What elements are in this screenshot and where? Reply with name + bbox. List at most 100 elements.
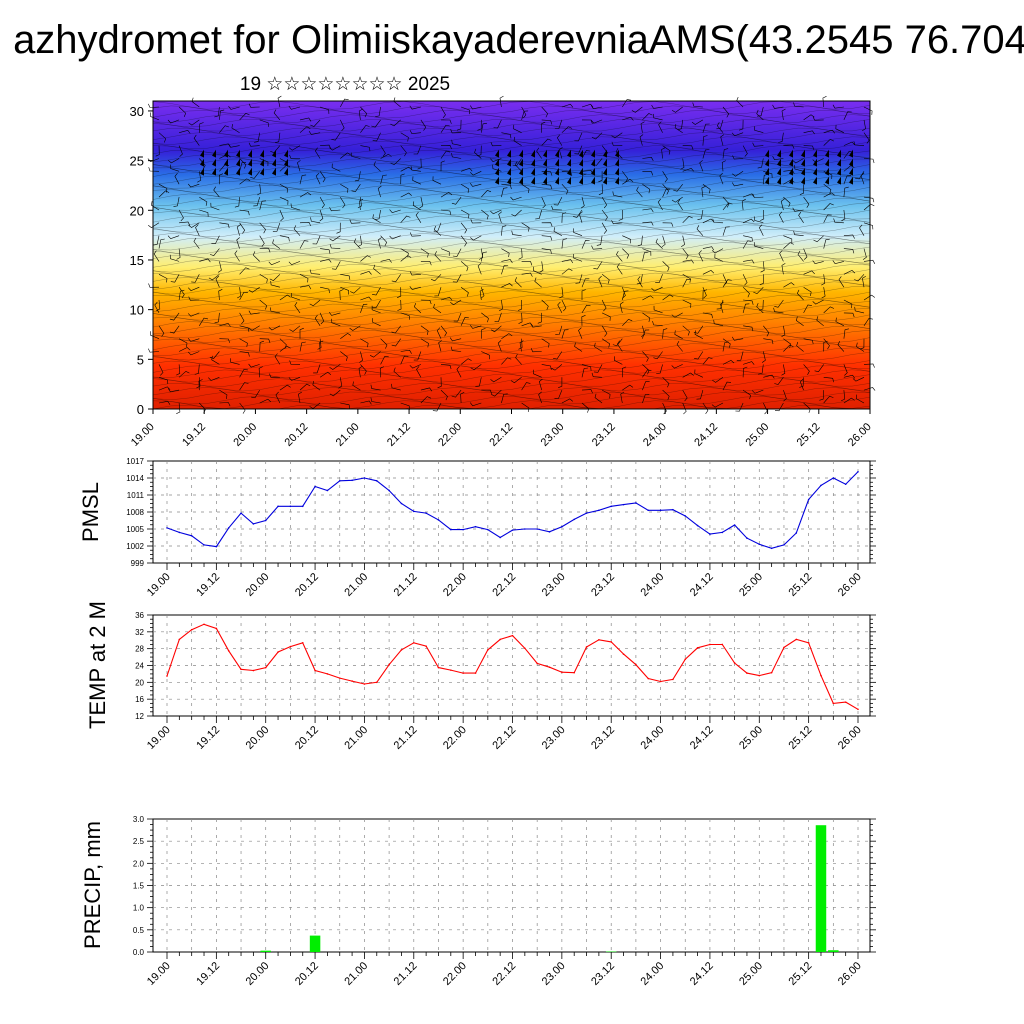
y-tick-label: 1008 — [126, 508, 144, 517]
wind-barb — [412, 201, 422, 211]
wind-barb — [682, 372, 694, 378]
wind-barb — [450, 299, 462, 306]
wind-barb — [572, 209, 583, 218]
contour-line — [152, 259, 871, 268]
wind-barb — [358, 366, 363, 378]
wind-barb — [259, 274, 268, 283]
data-point — [758, 543, 761, 546]
data-point — [832, 702, 835, 705]
x-tick-label: 24.12 — [688, 571, 716, 599]
wind-barb — [239, 267, 250, 275]
wind-barb — [298, 391, 302, 404]
wind-barb — [169, 312, 180, 321]
data-point — [326, 489, 329, 492]
wind-barb — [449, 337, 462, 342]
wind-barb — [299, 327, 304, 339]
wind-barb — [194, 364, 200, 375]
contour-line — [152, 219, 871, 229]
wind-barb — [601, 222, 607, 234]
wind-barb — [451, 139, 462, 146]
wind-barb — [187, 312, 200, 317]
wind-barb — [450, 346, 462, 352]
wind-pennant — [519, 149, 523, 158]
wind-pennant — [531, 176, 535, 185]
wind-barb — [736, 351, 744, 361]
wind-barb — [314, 147, 321, 159]
contour-line — [152, 193, 871, 202]
wind-barb — [214, 106, 220, 118]
wind-barb — [803, 338, 814, 345]
pmsl-panel: 999 1002 1005 1008 1011 1014 1017 19.00 19.12 20.… — [78, 457, 876, 599]
data-point — [709, 643, 711, 646]
wind-barb — [320, 106, 330, 114]
wind-barb — [774, 377, 784, 385]
data-point — [770, 671, 773, 674]
data-point — [166, 527, 168, 529]
wind-barb — [413, 302, 422, 314]
wind-barb — [329, 207, 341, 212]
contour-line — [152, 184, 871, 194]
wind-pennant — [813, 176, 817, 185]
contour-line — [152, 374, 871, 383]
wind-pennant — [212, 149, 216, 158]
wind-barb — [460, 106, 470, 115]
wind-barb — [277, 95, 282, 108]
wind-barb — [515, 161, 522, 172]
data-point — [622, 503, 625, 506]
wind-barb — [469, 402, 482, 407]
wind-barb — [279, 196, 289, 205]
wind-barb — [622, 99, 632, 108]
wind-barb — [199, 258, 211, 263]
wind-barb — [692, 102, 703, 108]
contour-line — [152, 176, 871, 185]
wind-barb — [477, 119, 482, 131]
data-point — [820, 674, 822, 677]
wind-barb — [823, 238, 830, 249]
wind-barb — [530, 323, 542, 328]
wind-barb — [702, 357, 713, 365]
wind-pennant — [495, 149, 499, 158]
wind-barb — [681, 235, 685, 247]
wind-barb — [299, 174, 307, 185]
wind-barb — [662, 188, 671, 198]
wind-barb — [259, 248, 271, 253]
wind-barb — [420, 338, 429, 348]
wind-barb — [511, 230, 522, 236]
wind-pennant — [200, 158, 204, 167]
wind-barb — [601, 209, 608, 221]
wind-barb — [434, 251, 442, 262]
wind-barb — [779, 250, 784, 262]
wind-barb — [357, 235, 362, 247]
wind-barb — [636, 274, 643, 285]
wind-pennant — [543, 167, 547, 176]
contour-line — [152, 378, 871, 387]
x-tick-label: 21.12 — [392, 960, 420, 988]
wind-barb — [716, 119, 724, 130]
wind-barb — [561, 183, 569, 195]
data-point — [227, 649, 230, 652]
wind-barb — [150, 112, 160, 121]
wind-barb — [279, 183, 289, 193]
wind-barb — [518, 248, 523, 260]
data-point — [573, 671, 575, 674]
wind-barb — [551, 364, 563, 371]
wind-pennant — [777, 158, 781, 167]
wind-barb — [400, 132, 409, 142]
wind-barb — [250, 171, 260, 179]
wind-barb — [631, 106, 643, 113]
wind-barb — [833, 218, 844, 224]
wind-barb — [239, 222, 246, 234]
x-tick-label: 20.00 — [231, 421, 259, 449]
wind-barb — [239, 351, 250, 357]
wind-barb — [297, 160, 301, 172]
wind-barb — [299, 126, 311, 133]
wind-barb — [639, 134, 644, 146]
contour-line — [152, 149, 871, 158]
wind-barb — [440, 209, 452, 215]
contour-line — [152, 286, 871, 295]
wind-pennant — [507, 167, 511, 176]
wind-barb — [390, 119, 401, 127]
wind-barb — [501, 283, 513, 288]
wind-barb — [415, 211, 422, 223]
data-point — [388, 489, 390, 492]
